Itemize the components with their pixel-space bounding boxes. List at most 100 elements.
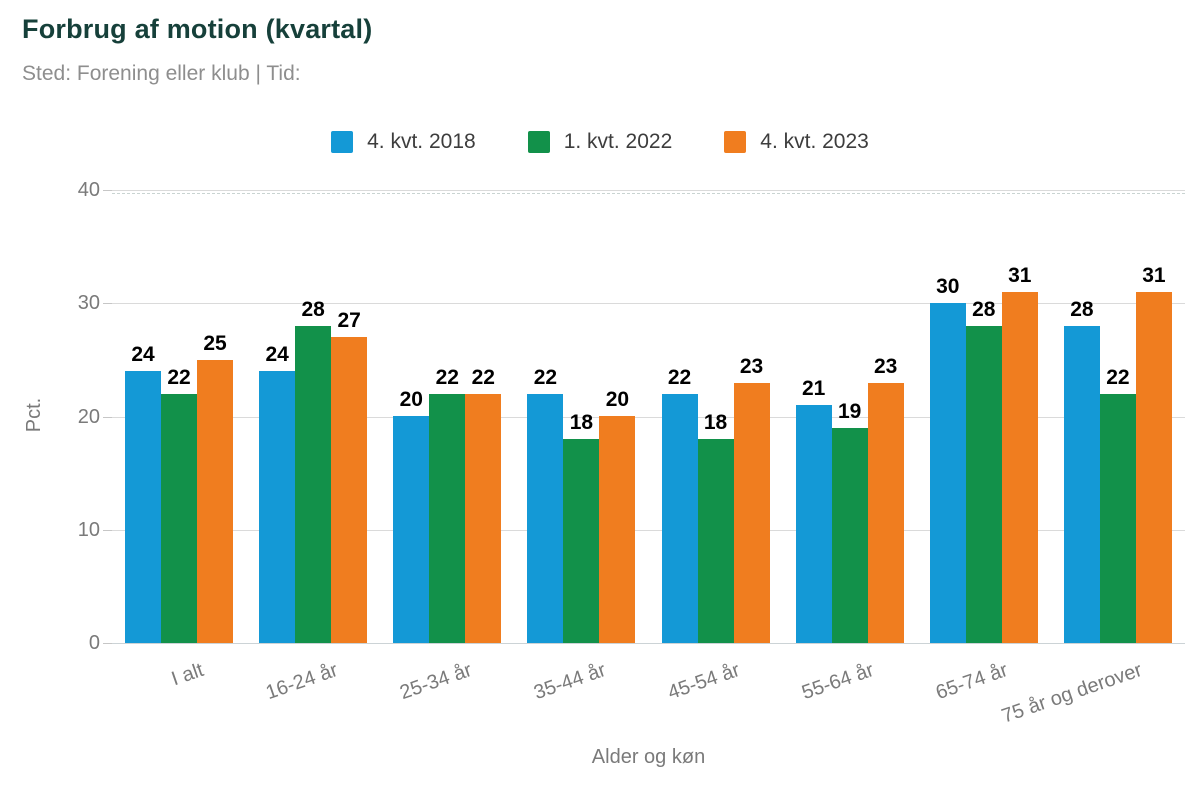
legend-label: 4. kvt. 2023 [760,130,869,153]
bar-column: 22 [429,366,466,643]
bar-column: 28 [1063,298,1100,643]
bar [125,371,162,643]
legend-item[interactable]: 1. kvt. 2022 [527,130,673,154]
x-tick-label: 75 år og derover [999,659,1146,728]
legend-item[interactable]: 4. kvt. 2023 [724,130,869,154]
bar [1099,394,1136,643]
bar-value-label: 23 [874,355,898,378]
gridline [112,303,1185,305]
bar-value-label: 30 [936,275,960,298]
bar-value-label: 22 [1106,366,1130,389]
bar [259,371,296,643]
bar-column: 23 [867,355,904,643]
y-tick-mark [103,416,112,418]
bar-value-label: 22 [667,366,692,389]
bar-column: 24 [125,343,162,643]
bar-value-label: 28 [301,298,325,321]
legend-swatch [331,131,354,153]
y-tick-mark [103,303,112,305]
bar-value-label: 31 [1008,264,1032,287]
bar-column: 31 [1001,264,1038,643]
bar-value-label: 21 [802,377,826,400]
gridline [112,643,1185,644]
bar-column: 22 [661,366,698,643]
bar-column: 22 [465,366,502,643]
bar-column: 28 [965,299,1002,643]
page-subtitle: Sted: Forening eller klub | Tid: [22,62,301,85]
x-tick-label: 25-34 år [396,659,475,705]
legend-swatch [527,131,550,153]
bar-value-label: 19 [838,400,862,423]
x-tick-label: I alt [168,659,207,691]
bar [1135,292,1172,643]
bar-value-label: 23 [739,355,764,378]
y-tick-mark [103,190,112,191]
bar-column: 31 [1135,264,1172,643]
bar-column: 27 [331,310,368,643]
bar-value-label: 22 [167,366,191,389]
x-tick-label: 45-54 år [665,659,743,705]
bar [831,428,868,643]
bar-value-label: 18 [703,411,728,434]
x-axis-title: Alder og køn [591,746,706,768]
bar-column: 21 [795,377,832,643]
bar [697,439,734,643]
bar [795,405,832,643]
x-tick-label: 55-64 år [799,659,877,705]
y-tick-label: 20 [77,405,100,428]
bar-group-2: 24 28 27 [246,190,380,643]
bar-value-label: 22 [435,366,459,389]
bar-column: 22 [1099,366,1136,643]
bar-column: 22 [161,366,198,643]
bar-value-label: 24 [131,343,155,366]
gridline [112,529,1185,531]
bar [429,394,466,643]
bar [527,394,564,643]
bar-value-label: 28 [1070,298,1094,321]
bar-column: 20 [599,389,636,643]
bar-group-5: 22 18 23 [649,190,783,643]
bar [295,326,332,643]
bar [1063,326,1100,643]
bar [563,439,600,643]
y-tick-mark [103,643,112,644]
bar-value-label: 25 [203,332,227,355]
bar-column: 28 [295,298,332,643]
bar-column: 25 [197,332,234,643]
bar-group-7: 30 28 31 [917,190,1051,643]
bar-value-label: 18 [569,411,594,434]
legend-item[interactable]: 4. kvt. 2018 [331,130,476,154]
bar [599,416,636,643]
legend: 4. kvt. 2018 1. kvt. 2022 4. kvt. 2023 [0,130,1200,154]
bar-group-8: 28 22 31 [1051,190,1185,643]
bar-value-label: 24 [265,343,289,366]
bar-value-label: 31 [1142,264,1166,287]
gridline [112,190,1185,191]
bar [929,303,966,643]
x-tick-label: 35-44 år [530,659,609,705]
y-tick-label: 30 [77,292,100,315]
bar-value-label: 22 [533,366,558,389]
bar-group-4: 22 18 20 [514,190,648,643]
x-tick-label: 16-24 år [262,659,341,705]
legend-swatch [724,131,747,153]
gridline-dashed [112,193,1185,194]
page-title: Forbrug af motion (kvartal) [22,14,373,44]
bar [965,326,1002,643]
bar-column: 24 [259,343,296,643]
y-tick-label: 0 [88,632,100,654]
bar-value-label: 20 [399,388,423,411]
bar-column: 30 [929,275,966,643]
bar-value-label: 22 [471,366,495,389]
bar [1001,292,1038,643]
bar [393,416,430,643]
bar-column: 22 [527,366,564,643]
bar [331,337,368,643]
bar-column: 18 [697,411,734,643]
bar-group-6: 21 19 23 [783,190,917,643]
bar [661,394,698,643]
bar-group-3: 20 22 22 [380,190,514,643]
bar [197,360,234,643]
y-tick-label: 40 [77,179,100,201]
legend-label: 1. kvt. 2022 [563,130,673,153]
